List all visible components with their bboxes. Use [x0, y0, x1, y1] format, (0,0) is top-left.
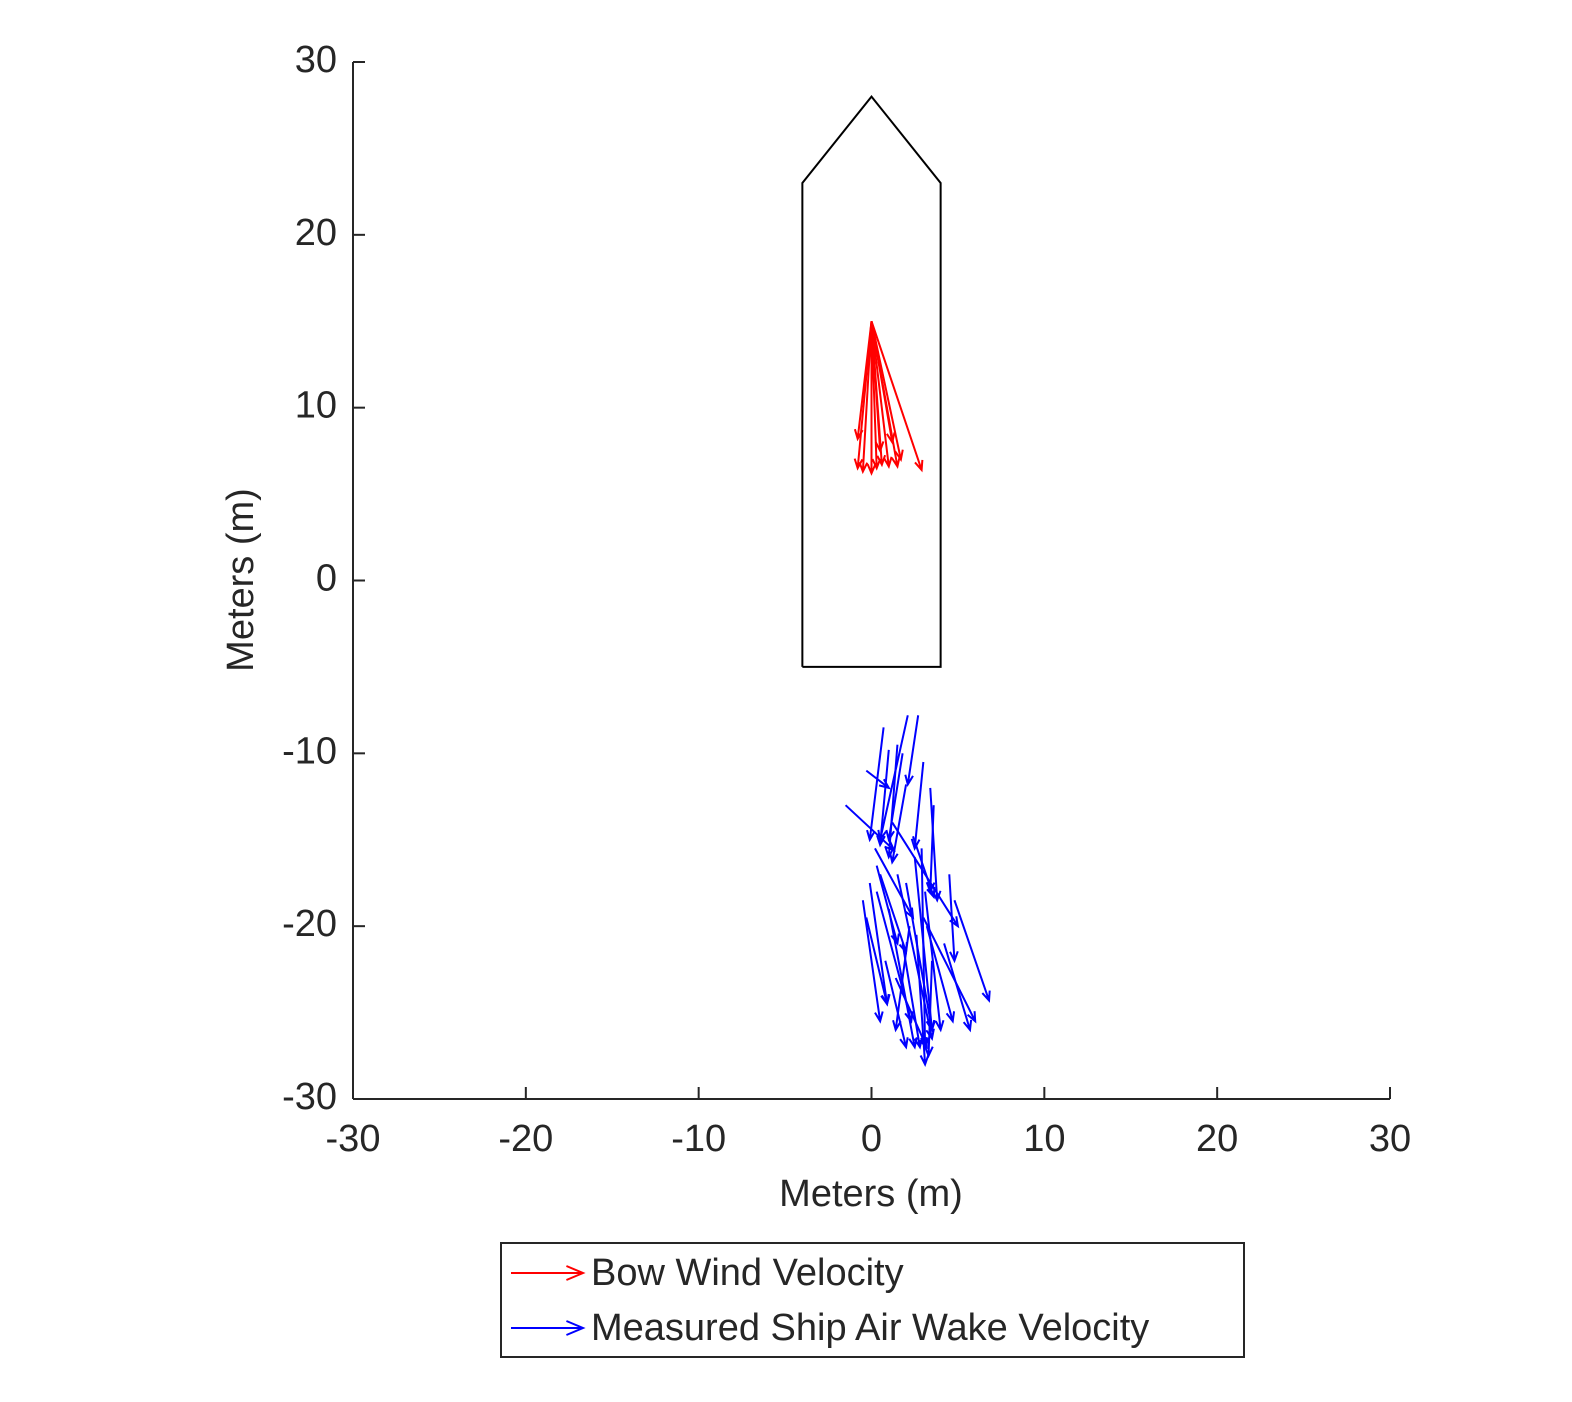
- arrow: [924, 891, 945, 1033]
- arrow: [870, 321, 893, 469]
- y-tick-label: 10: [295, 385, 337, 427]
- y-tick-label: -20: [282, 903, 337, 945]
- arrow: [868, 882, 891, 1007]
- arrow: [922, 917, 977, 1024]
- arrow: [953, 899, 991, 1003]
- arrow: [870, 321, 896, 445]
- arrow: [924, 960, 934, 1059]
- arrow: [879, 874, 908, 955]
- x-axis-label: Meters (m): [779, 1173, 963, 1215]
- legend-arrow: [511, 1265, 586, 1281]
- arrow: [896, 874, 935, 1042]
- arrow: [943, 943, 973, 1033]
- x-tick-label: 10: [1023, 1118, 1065, 1160]
- y-tick-label: 0: [316, 558, 337, 600]
- arrow: [870, 321, 885, 454]
- arrow: [915, 934, 930, 1067]
- legend-arrow: [511, 1320, 586, 1336]
- arrow: [910, 761, 925, 851]
- y-tick-label: -10: [282, 730, 337, 772]
- x-tick-label: -30: [326, 1118, 381, 1160]
- arrow: [912, 835, 936, 900]
- arrow: [948, 874, 959, 964]
- y-tick-label: 20: [295, 212, 337, 254]
- x-tick-label: 30: [1369, 1118, 1411, 1160]
- y-axis-label: Meters (m): [220, 488, 262, 672]
- ship-outline: [801, 94, 942, 668]
- legend-label: Measured Ship Air Wake Velocity: [591, 1307, 1149, 1349]
- arrow: [870, 320, 924, 473]
- arrow: [853, 321, 873, 442]
- legend-box: [500, 1242, 1245, 1358]
- y-tick-label: -30: [282, 1076, 337, 1118]
- x-tick-label: -10: [671, 1118, 726, 1160]
- arrow: [858, 321, 873, 475]
- legend-label: Bow Wind Velocity: [591, 1252, 904, 1294]
- y-tick-label: 30: [295, 39, 337, 81]
- arrow: [861, 900, 884, 1024]
- arrow: [894, 977, 928, 1050]
- arrow: [884, 960, 909, 1050]
- arrow: [885, 753, 904, 843]
- x-tick-label: -20: [498, 1118, 553, 1160]
- x-tick-label: 0: [861, 1118, 882, 1160]
- arrow: [866, 727, 885, 843]
- arrow: [925, 925, 956, 1024]
- arrow: [875, 865, 900, 946]
- arrow: [904, 715, 920, 787]
- arrow: [889, 784, 908, 865]
- x-tick-label: 20: [1196, 1118, 1238, 1160]
